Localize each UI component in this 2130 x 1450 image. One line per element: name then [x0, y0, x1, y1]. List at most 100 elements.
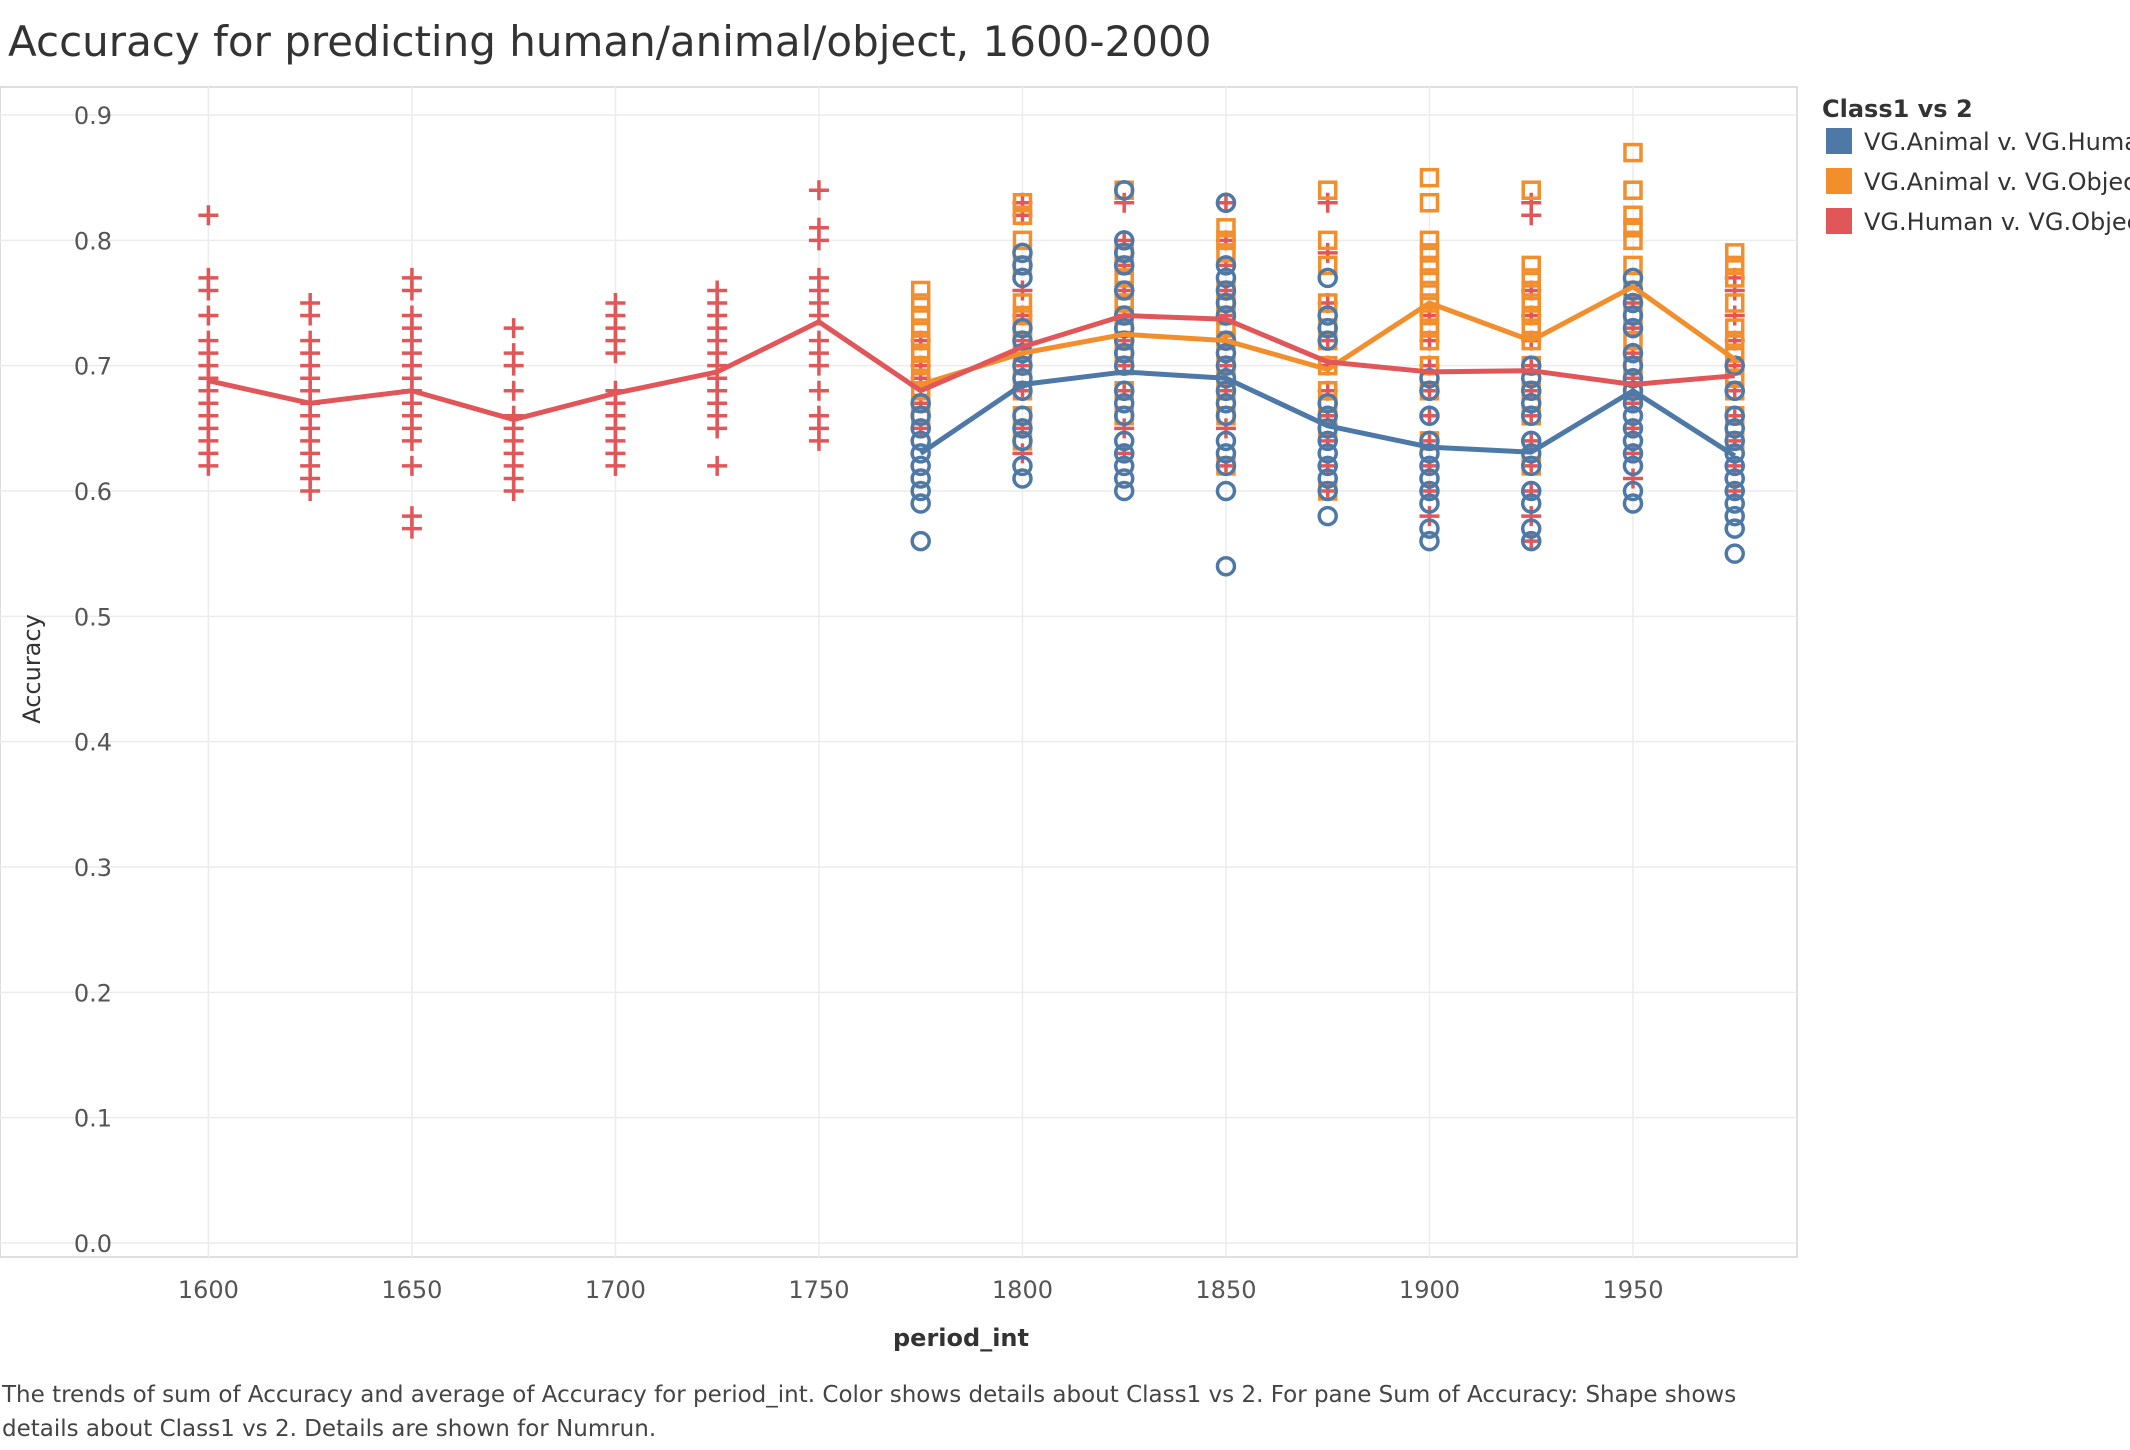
circle-point	[1317, 330, 1338, 351]
square-point	[910, 318, 931, 338]
circle-point	[1113, 455, 1135, 477]
square-point	[1521, 180, 1541, 200]
circle-point	[1215, 480, 1237, 502]
square-point	[1012, 192, 1033, 213]
circle-point	[1724, 505, 1745, 527]
legend-item[interactable]: VG.Human v. VG.Object	[1826, 208, 2130, 236]
circle-point	[1622, 493, 1644, 514]
circle-point	[1215, 455, 1237, 477]
square-point	[1521, 318, 1541, 338]
circle-point	[1622, 355, 1644, 376]
plus-point	[1521, 481, 1542, 501]
circle-point	[1012, 255, 1033, 276]
plus-point	[808, 405, 829, 426]
circle-point	[910, 393, 931, 414]
square-point	[1216, 243, 1236, 263]
circle-point	[1215, 430, 1237, 452]
square-point	[1521, 280, 1541, 301]
plus-point	[1317, 455, 1338, 476]
square-point	[1623, 230, 1643, 251]
legend-item[interactable]: VG.Animal v. VG.Human	[1826, 128, 2130, 156]
plus-point	[198, 205, 219, 226]
x-tick-label: 1700	[585, 1276, 646, 1304]
plus-point	[1521, 531, 1542, 552]
circle-point	[910, 468, 931, 489]
circle-point	[1317, 430, 1338, 452]
circle-point	[1520, 493, 1542, 514]
x-tick-label: 1850	[1195, 1276, 1256, 1304]
plus-point	[1419, 455, 1440, 476]
circle-point	[1215, 355, 1237, 376]
x-tick-labels: 1600 1650 1700 1750 1800 1850 1900 1950	[178, 1276, 1664, 1304]
y-tick-label: 0.3	[74, 854, 112, 882]
square-point	[1521, 293, 1541, 313]
plus-point	[1215, 192, 1236, 213]
series-layer	[198, 142, 1745, 577]
trend-line-circle	[919, 369, 1737, 459]
circle-point	[1113, 342, 1135, 364]
circle-point	[1419, 480, 1440, 502]
plus-point	[1317, 405, 1338, 426]
x-axis-title: period_int	[893, 1324, 1029, 1352]
plus-point	[1419, 481, 1440, 501]
square-point	[1521, 330, 1541, 351]
circle-point	[1419, 518, 1440, 539]
legend[interactable]: Class1 vs 2 VG.Animal v. VG.Human VG.Anim…	[1822, 95, 2130, 236]
square-point	[1419, 280, 1440, 301]
plus-point	[1114, 192, 1135, 213]
circle-point	[1317, 480, 1338, 502]
circle-point	[1012, 455, 1033, 477]
square-point	[910, 355, 931, 376]
plus-point	[1012, 443, 1033, 464]
circle-point	[1724, 493, 1745, 514]
trend-line-plus	[207, 313, 1735, 423]
circle-point	[910, 443, 931, 464]
plus-point	[1419, 506, 1440, 527]
square-point	[1521, 268, 1541, 288]
legend-label: VG.Animal v. VG.Object	[1864, 168, 2130, 196]
square-point	[1623, 330, 1643, 351]
circle-point	[1113, 380, 1135, 401]
circle-point	[1215, 280, 1237, 301]
circle-point	[1419, 380, 1440, 401]
circle-point	[1215, 405, 1237, 427]
circle-point	[910, 493, 931, 514]
square-point	[1521, 255, 1541, 276]
legend-item[interactable]: VG.Animal v. VG.Object	[1826, 168, 2130, 196]
circle-point	[1622, 393, 1644, 414]
circle-point	[1622, 430, 1644, 452]
plus-point	[1622, 343, 1643, 364]
plus-point	[401, 305, 422, 326]
square-point	[910, 280, 931, 301]
circle-point	[1622, 455, 1644, 477]
y-tick-label: 0.1	[74, 1105, 112, 1133]
plus-point	[1521, 506, 1542, 527]
y-tick-label: 0.0	[74, 1230, 112, 1258]
circle-point	[1113, 179, 1135, 201]
circle-point	[1317, 443, 1338, 464]
circle-point	[1622, 443, 1644, 464]
square-point	[1623, 218, 1643, 238]
circle-point	[1012, 355, 1033, 376]
square-point	[1012, 205, 1033, 226]
square-point	[1419, 293, 1440, 313]
plus-point	[1317, 430, 1338, 451]
plus-point	[707, 280, 728, 301]
circle-point	[1622, 342, 1644, 364]
circle-point	[1622, 317, 1644, 339]
x-tick-label: 1900	[1399, 1276, 1460, 1304]
y-tick-label: 0.9	[74, 102, 112, 130]
plus-point	[401, 506, 422, 527]
square-point	[910, 330, 931, 351]
square-point	[1724, 268, 1745, 288]
circle-point	[1113, 280, 1135, 301]
chart: Accuracy for predicting human/animal/obj…	[0, 17, 2130, 1352]
circle-point	[1317, 505, 1338, 527]
square-point	[1114, 293, 1134, 313]
plus-point	[1622, 393, 1643, 414]
circle-point	[1520, 380, 1542, 401]
circle-point	[1113, 393, 1135, 414]
plus-point	[503, 380, 524, 401]
circle-point	[1317, 468, 1338, 489]
square-point	[910, 305, 931, 326]
